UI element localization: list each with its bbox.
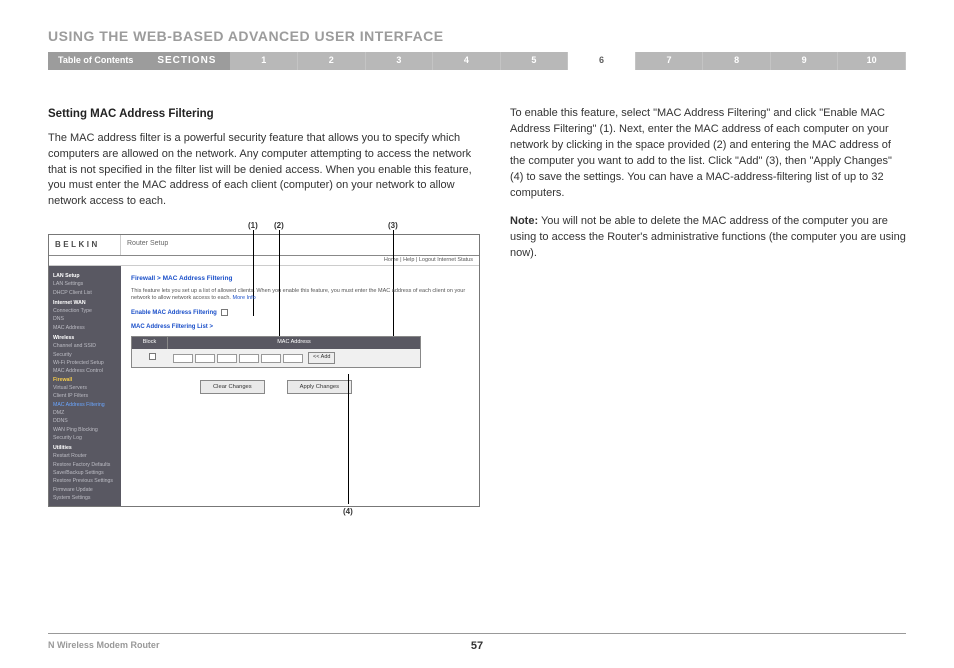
sidebar-item[interactable]: Save/Backup Settings [53, 469, 117, 477]
section-6[interactable]: 6 [568, 52, 636, 70]
mac-filtering-list-label: MAC Address Filtering List > [131, 323, 469, 332]
sidebar-item[interactable]: Restore Factory Defaults [53, 461, 117, 469]
add-button[interactable]: << Add [308, 352, 335, 364]
sidebar-item[interactable]: MAC Address Control [53, 367, 117, 375]
mac-octet-input[interactable] [217, 354, 237, 363]
section-nav: Table of Contents SECTIONS 1 2 3 4 5 6 7… [48, 52, 906, 70]
sidebar-head-utilities[interactable]: Utilities [53, 444, 117, 452]
sidebar-item[interactable]: Restore Previous Settings [53, 477, 117, 485]
right-column: To enable this feature, select "MAC Addr… [510, 106, 906, 507]
router-description: This feature lets you set up a list of a… [131, 288, 469, 302]
router-screenshot: (1) (2) (3) BELKIN Router Setup Home | H… [48, 234, 480, 507]
sidebar-item[interactable]: MAC Address [53, 324, 117, 332]
mac-octet-input[interactable] [239, 354, 259, 363]
left-paragraph: The MAC address filter is a powerful sec… [48, 131, 480, 211]
mac-octet-input[interactable] [283, 354, 303, 363]
sidebar-item[interactable]: LAN Settings [53, 280, 117, 288]
sidebar-head-wireless[interactable]: Wireless [53, 334, 117, 342]
section-8[interactable]: 8 [703, 52, 771, 70]
router-logo: BELKIN [49, 235, 121, 255]
section-1[interactable]: 1 [230, 52, 298, 70]
note-paragraph: Note: You will not be able to delete the… [510, 214, 906, 262]
section-7[interactable]: 7 [636, 52, 704, 70]
mac-octet-input[interactable] [173, 354, 193, 363]
sidebar-item[interactable]: Wi-Fi Protected Setup [53, 359, 117, 367]
toc-link[interactable]: Table of Contents [48, 52, 143, 70]
router-main-panel: Firewall > MAC Address Filtering This fe… [121, 266, 479, 506]
callout-4: (4) [343, 506, 353, 518]
subheading: Setting MAC Address Filtering [48, 106, 480, 123]
mac-octet-input[interactable] [195, 354, 215, 363]
router-sidebar: LAN Setup LAN Settings DHCP Client List … [49, 266, 121, 506]
sidebar-item[interactable]: Security Log [53, 434, 117, 442]
section-9[interactable]: 9 [771, 52, 839, 70]
sidebar-head-lan[interactable]: LAN Setup [53, 272, 117, 280]
page-title: USING THE WEB-BASED ADVANCED USER INTERF… [48, 28, 906, 44]
section-10[interactable]: 10 [838, 52, 906, 70]
sidebar-item[interactable]: DMZ [53, 409, 117, 417]
sidebar-item[interactable]: DDNS [53, 417, 117, 425]
enable-mac-filtering-checkbox[interactable] [221, 309, 228, 316]
section-5[interactable]: 5 [501, 52, 569, 70]
page-footer: N Wireless Modem Router 57 [48, 633, 906, 650]
right-paragraph: To enable this feature, select "MAC Addr… [510, 106, 906, 202]
sidebar-item[interactable]: Virtual Servers [53, 384, 117, 392]
section-2[interactable]: 2 [298, 52, 366, 70]
table-head-block: Block [132, 337, 168, 349]
sidebar-item[interactable]: WAN Ping Blocking [53, 426, 117, 434]
mac-address-table: Block MAC Address [131, 336, 421, 368]
sidebar-item[interactable]: Security [53, 351, 117, 359]
sidebar-item[interactable]: Connection Type [53, 307, 117, 315]
sidebar-item[interactable]: DNS [53, 315, 117, 323]
apply-changes-button[interactable]: Apply Changes [287, 380, 352, 394]
enable-mac-filtering-label: Enable MAC Address Filtering [131, 310, 217, 316]
left-column: Setting MAC Address Filtering The MAC ad… [48, 106, 480, 507]
router-breadcrumb: Firewall > MAC Address Filtering [131, 274, 469, 283]
sidebar-head-firewall[interactable]: Firewall [53, 376, 117, 384]
sidebar-item[interactable]: DHCP Client List [53, 289, 117, 297]
clear-changes-button[interactable]: Clear Changes [200, 380, 265, 394]
note-label: Note: [510, 215, 538, 227]
mac-octet-input[interactable] [261, 354, 281, 363]
sidebar-item[interactable]: Restart Router [53, 452, 117, 460]
table-head-mac: MAC Address [168, 337, 420, 349]
sidebar-item[interactable]: System Settings [53, 494, 117, 502]
section-4[interactable]: 4 [433, 52, 501, 70]
footer-page-number: 57 [471, 640, 483, 652]
sidebar-head-wan[interactable]: Internet WAN [53, 299, 117, 307]
sidebar-item[interactable]: Channel and SSID [53, 342, 117, 350]
block-checkbox[interactable] [149, 353, 156, 360]
more-info-link[interactable]: More Info [233, 295, 256, 301]
sidebar-item-mac-filtering[interactable]: MAC Address Filtering [53, 401, 117, 409]
sidebar-item[interactable]: Client IP Filters [53, 392, 117, 400]
sections-label: SECTIONS [143, 52, 230, 70]
note-text: You will not be able to delete the MAC a… [510, 215, 906, 259]
router-setup-label: Router Setup [121, 235, 479, 255]
section-3[interactable]: 3 [366, 52, 434, 70]
sidebar-item[interactable]: Firmware Update [53, 486, 117, 494]
table-row: << Add [132, 349, 420, 367]
